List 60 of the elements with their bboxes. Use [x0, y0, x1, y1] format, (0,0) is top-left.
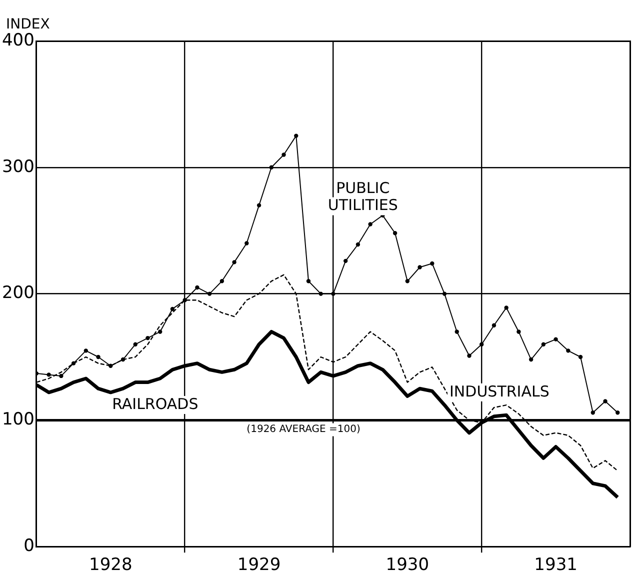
point: [541, 342, 546, 346]
point: [96, 354, 100, 360]
point: [454, 330, 459, 334]
point: [158, 330, 162, 334]
point: [480, 342, 484, 346]
x-tick-label: 1930: [386, 555, 430, 576]
point: [343, 258, 348, 264]
point: [84, 348, 88, 353]
point: [590, 410, 596, 415]
y-tick-label: 200: [2, 283, 34, 304]
point: [392, 231, 398, 236]
ref-line-label: (1926 AVERAGE =100): [246, 424, 360, 435]
point: [146, 336, 150, 340]
point: [566, 348, 570, 353]
point: [282, 152, 286, 157]
point: [294, 134, 298, 138]
point: [492, 323, 496, 328]
point: [430, 261, 434, 266]
series-label: INDUSTRIALS: [449, 382, 550, 400]
series-label: RAILROADS: [112, 394, 198, 413]
point: [603, 399, 608, 404]
point: [71, 361, 76, 366]
point: [59, 374, 64, 378]
point: [418, 265, 422, 270]
point: [182, 298, 187, 302]
point: [269, 165, 274, 170]
point: [195, 285, 200, 290]
point: [528, 357, 534, 362]
point: [318, 292, 323, 296]
point: [133, 342, 138, 346]
point: [504, 306, 508, 310]
y-tick-label: 400: [2, 30, 34, 50]
point: [368, 222, 372, 226]
point: [207, 292, 212, 296]
x-tick-label: 1928: [89, 555, 132, 576]
point: [578, 354, 583, 360]
point: [120, 357, 126, 362]
point: [554, 337, 558, 342]
point: [356, 242, 360, 247]
point: [232, 260, 236, 264]
point: [256, 203, 262, 208]
point: [331, 292, 336, 296]
x-tick-label: 1929: [237, 555, 281, 576]
series-label: PUBLIC UTILITIES: [328, 179, 398, 214]
point: [405, 279, 410, 284]
y-tick-label: 300: [2, 156, 34, 177]
point: [220, 279, 224, 284]
point: [467, 354, 472, 358]
point: [170, 306, 175, 312]
y-tick-label: 0: [24, 536, 34, 556]
point: [516, 330, 521, 334]
y-axis-title: INDEX: [6, 16, 50, 33]
point: [616, 410, 620, 415]
y-tick-label: 100: [2, 410, 34, 430]
point: [108, 364, 113, 368]
point: [442, 292, 447, 296]
point: [46, 372, 51, 377]
point: [244, 241, 249, 246]
point: [306, 279, 311, 284]
x-tick-label: 1931: [534, 555, 578, 576]
